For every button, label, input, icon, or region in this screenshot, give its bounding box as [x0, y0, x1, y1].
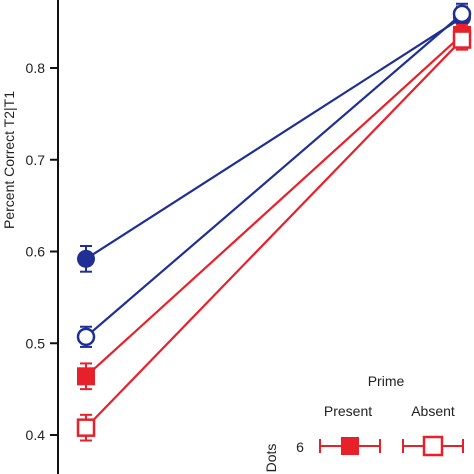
- series-1-points: [76, 2, 472, 348]
- y-tick-label: 0.7: [26, 152, 46, 168]
- legend-absent-marker: [402, 435, 464, 457]
- series: [76, 2, 472, 442]
- y-tick-label: 0.5: [26, 335, 46, 351]
- data-point: [77, 367, 95, 386]
- legend-title: Prime: [368, 373, 405, 389]
- legend-row-label: 6: [296, 439, 304, 455]
- data-point: [452, 30, 472, 49]
- legend: Prime Present Absent Dots 6: [263, 373, 464, 473]
- y-tick-label: 0.8: [26, 60, 46, 76]
- data-point: [76, 418, 96, 437]
- legend-header-present: Present: [324, 403, 372, 419]
- y-tick-label: 0.6: [26, 244, 46, 260]
- y-ticks: 0.4 0.5 0.6 0.7 0.8: [26, 60, 58, 443]
- series-3-points: [76, 28, 472, 442]
- series-2-line: [85, 34, 463, 378]
- series-0-line: [85, 16, 463, 260]
- series-3-line: [85, 38, 463, 429]
- legend-row-header: Dots: [263, 444, 279, 473]
- data-point: [77, 249, 95, 268]
- legend-header-absent: Absent: [411, 403, 455, 419]
- y-tick-label: 0.4: [26, 427, 46, 443]
- legend-present-marker: [319, 437, 381, 455]
- data-point: [76, 327, 96, 347]
- data-point: [452, 4, 472, 24]
- y-axis-label: Percent Correct T2|T1: [1, 91, 17, 229]
- series-1-line: [85, 13, 463, 338]
